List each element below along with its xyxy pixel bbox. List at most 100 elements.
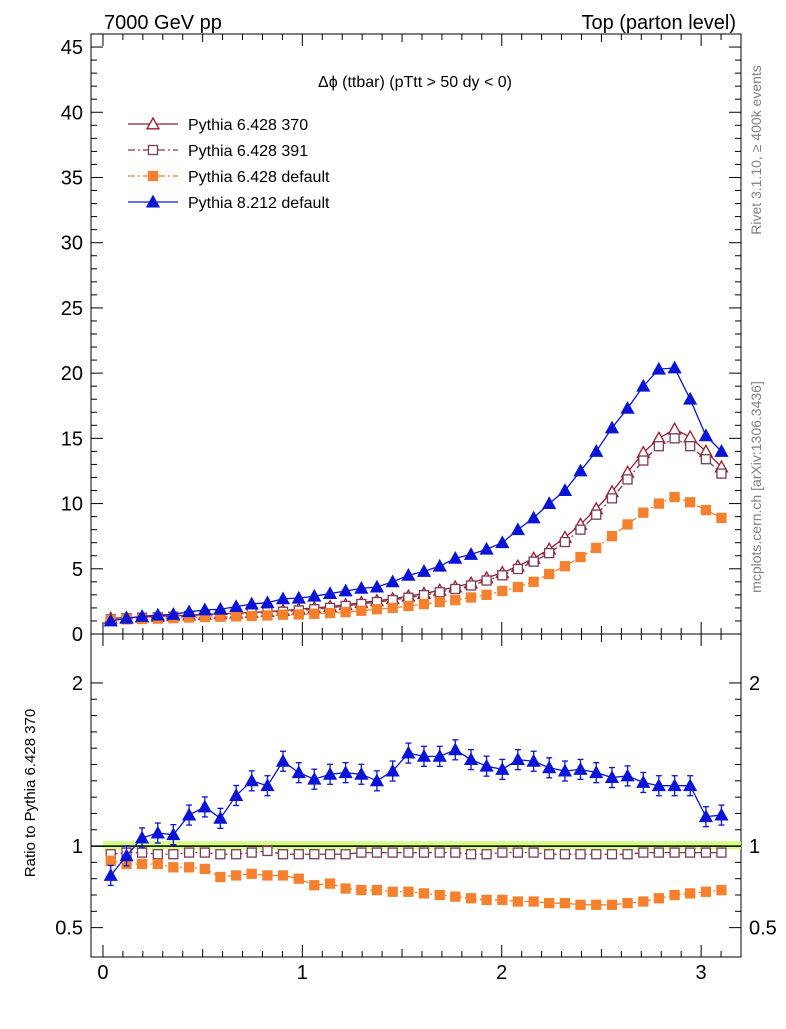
ratio-ytick-label: 2 — [72, 673, 83, 695]
ratio-point-pythia-8-212-default — [542, 760, 557, 774]
legend-entry-pythia-6-428-391: Pythia 6.428 391 — [128, 143, 308, 160]
legend-marker — [147, 144, 159, 156]
ratio-point-pythia-8-212-default — [119, 848, 134, 862]
ratio-point-pythia-6-428-default — [575, 899, 586, 910]
ratio-point-pythia-6-428-391 — [450, 847, 461, 858]
main-point-pythia-8-212-default — [714, 444, 729, 457]
ratio-point-pythia-8-212-default — [134, 830, 150, 844]
main-point-pythia-6-428-default — [387, 602, 398, 614]
ratio-point-pythia-6-428-391 — [356, 847, 367, 858]
main-point-pythia-6-428-default — [606, 531, 618, 542]
header-right: Top (parton level) — [581, 12, 736, 34]
main-point-pythia-8-212-default — [134, 609, 150, 622]
main-line-pythia-8-212-default — [110, 367, 722, 622]
ratio-point-pythia-6-428-default — [434, 889, 445, 901]
ratio-point-pythia-6-428-default — [136, 858, 148, 870]
ratio-point-pythia-8-212-default — [213, 810, 228, 824]
ratio-point-pythia-8-212-default — [181, 807, 197, 821]
main-point-pythia-8-212-default — [181, 604, 197, 618]
ratio-series-pythia-6-428-default — [105, 855, 727, 910]
ratio-point-pythia-6-428-391 — [168, 849, 179, 860]
ratio-point-pythia-8-212-default — [683, 778, 698, 792]
main-line-pythia-6-428-391 — [110, 437, 722, 620]
ratio-point-pythia-8-212-default — [369, 773, 385, 787]
ratio-frame — [90, 633, 742, 958]
ratio-xtick-label: 3 — [696, 962, 707, 984]
ratio-point-pythia-6-428-default — [168, 862, 179, 873]
legend-entry-pythia-8-212-default: Pythia 8.212 default — [128, 194, 330, 212]
main-point-pythia-6-428-391 — [559, 536, 571, 548]
ratio-point-pythia-6-428-391 — [293, 849, 304, 860]
ratio-point-pythia-6-428-391 — [387, 847, 398, 858]
main-ytick-label: 45 — [61, 37, 83, 59]
main-point-pythia-6-428-default — [716, 512, 727, 524]
main-point-pythia-6-428-370 — [667, 421, 682, 435]
rivet-side-label: Rivet 3.1.10, ≥ 400k events — [748, 65, 764, 235]
ratio-point-pythia-6-428-default — [277, 870, 289, 881]
main-point-pythia-6-428-391 — [418, 589, 430, 601]
ratio-point-pythia-6-428-default — [544, 898, 555, 909]
ratio-point-pythia-6-428-default — [512, 896, 524, 907]
ratio-point-pythia-6-428-default — [450, 891, 461, 902]
main-point-pythia-6-428-default — [262, 610, 273, 621]
ratio-point-pythia-8-212-default — [495, 762, 510, 775]
ratio-point-pythia-8-212-default — [620, 768, 635, 782]
ratio-point-pythia-6-428-391 — [481, 849, 492, 860]
ratio-point-pythia-6-428-391 — [340, 849, 351, 860]
main-point-pythia-6-428-391 — [575, 524, 586, 535]
ratio-point-pythia-6-428-default — [685, 888, 696, 899]
main-point-pythia-6-428-default — [528, 576, 539, 587]
main-point-pythia-8-212-default — [150, 607, 165, 621]
ratio-point-pythia-6-428-391 — [575, 849, 586, 860]
main-point-pythia-8-212-default — [244, 596, 259, 610]
main-line-pythia-6-428-370 — [110, 428, 722, 619]
main-point-pythia-6-428-default — [575, 551, 586, 563]
main-point-pythia-8-212-default — [573, 463, 588, 477]
main-point-pythia-6-428-391 — [591, 509, 602, 520]
ratio-point-pythia-6-428-default — [309, 880, 320, 891]
ratio-point-pythia-8-212-default — [197, 799, 212, 813]
main-point-pythia-8-212-default — [698, 428, 714, 442]
main-point-pythia-6-428-default — [403, 600, 414, 612]
legend-marker — [145, 116, 161, 130]
ratio-point-pythia-6-428-391 — [215, 849, 226, 860]
ratio-point-pythia-6-428-391 — [512, 847, 524, 858]
ratio-point-pythia-8-212-default — [385, 763, 400, 777]
main-point-pythia-8-212-default — [338, 583, 353, 597]
main-point-pythia-6-428-default — [309, 608, 320, 619]
main-point-pythia-6-428-default — [653, 498, 665, 509]
main-point-pythia-6-428-default — [481, 589, 492, 601]
main-point-pythia-6-428-default — [418, 598, 430, 610]
ratio-point-pythia-6-428-391 — [497, 847, 508, 858]
main-series-pythia-8-212-default — [103, 360, 729, 627]
main-point-pythia-6-428-391 — [653, 441, 665, 452]
ratio-point-pythia-6-428-391 — [606, 849, 618, 860]
main-point-pythia-6-428-default — [497, 585, 508, 597]
ratio-point-pythia-6-428-391 — [262, 845, 273, 857]
ratio-point-pythia-8-212-default — [166, 827, 181, 841]
ratio-point-pythia-6-428-391 — [418, 847, 430, 858]
main-point-pythia-8-212-default — [275, 591, 291, 605]
main-point-pythia-8-212-default — [589, 444, 604, 457]
header-left: 7000 GeV pp — [104, 12, 222, 34]
ratio-point-pythia-6-428-default — [387, 886, 398, 897]
main-ytick-label: 35 — [61, 167, 83, 189]
ratio-point-pythia-6-428-default — [465, 893, 477, 904]
ratio-point-pythia-6-428-391 — [152, 849, 163, 860]
ratio-point-pythia-8-212-default — [573, 762, 588, 775]
ratio-point-pythia-6-428-default — [716, 884, 727, 896]
main-point-pythia-8-212-default — [260, 595, 275, 609]
ratio-point-pythia-8-212-default — [667, 778, 682, 792]
ratio-point-pythia-6-428-default — [403, 886, 414, 897]
main-point-pythia-6-428-391 — [528, 556, 539, 567]
main-point-pythia-8-212-default — [683, 391, 698, 405]
ratio-point-pythia-6-428-391 — [669, 847, 680, 858]
ratio-point-pythia-6-428-default — [246, 868, 257, 879]
main-ytick-label: 20 — [61, 363, 83, 385]
ratio-point-pythia-6-428-default — [340, 883, 351, 894]
main-point-pythia-6-428-default — [591, 542, 602, 554]
main-point-pythia-8-212-default — [651, 361, 666, 375]
ratio-point-pythia-8-212-default — [307, 771, 322, 785]
main-point-pythia-8-212-default — [291, 590, 306, 604]
